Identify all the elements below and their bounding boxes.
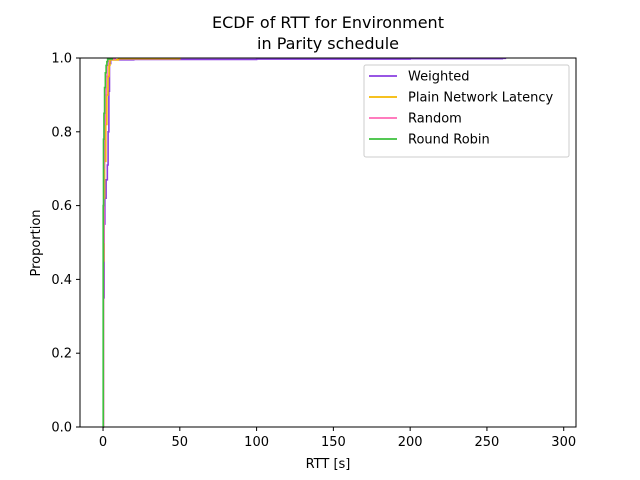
chart-title-line-1: ECDF of RTT for Environment xyxy=(212,13,444,32)
x-tick-label: 300 xyxy=(551,435,576,450)
series-line-weighted xyxy=(102,57,507,428)
legend-label: Random xyxy=(408,112,462,127)
y-tick-label: 1.0 xyxy=(51,52,72,67)
x-tick-label: 100 xyxy=(244,435,269,450)
plot-area: 0 50 100 150 200 250 300 0.0 0.2 0.4 0.6 0.8 1.0 Weig… xyxy=(51,52,577,450)
legend-label: Weighted xyxy=(408,70,470,85)
legend: Weighted Plain Network Latency Random Round… xyxy=(363,64,570,158)
x-tick-label: 50 xyxy=(172,435,189,450)
chart-title-line-2: in Parity schedule xyxy=(257,34,399,53)
x-tick-label: 250 xyxy=(475,435,500,450)
x-tick-label: 0 xyxy=(99,435,107,450)
legend-box xyxy=(363,64,570,158)
y-axis-label: Proportion xyxy=(29,209,44,276)
y-tick-label: 0.8 xyxy=(51,125,72,140)
x-tick-label: 200 xyxy=(398,435,423,450)
axes-frame xyxy=(79,57,577,428)
legend-label: Round Robin xyxy=(408,133,490,148)
y-tick-label: 0.2 xyxy=(51,347,72,362)
y-tick-label: 0.0 xyxy=(51,421,72,436)
series-line-round-robin xyxy=(102,58,114,428)
y-tick-label: 0.6 xyxy=(51,199,72,214)
y-tick-label: 0.4 xyxy=(51,273,72,288)
x-axis-label: RTT [s] xyxy=(306,457,351,472)
series-lines xyxy=(102,57,507,428)
x-tick-label: 150 xyxy=(321,435,346,450)
legend-label: Plain Network Latency xyxy=(408,91,554,106)
